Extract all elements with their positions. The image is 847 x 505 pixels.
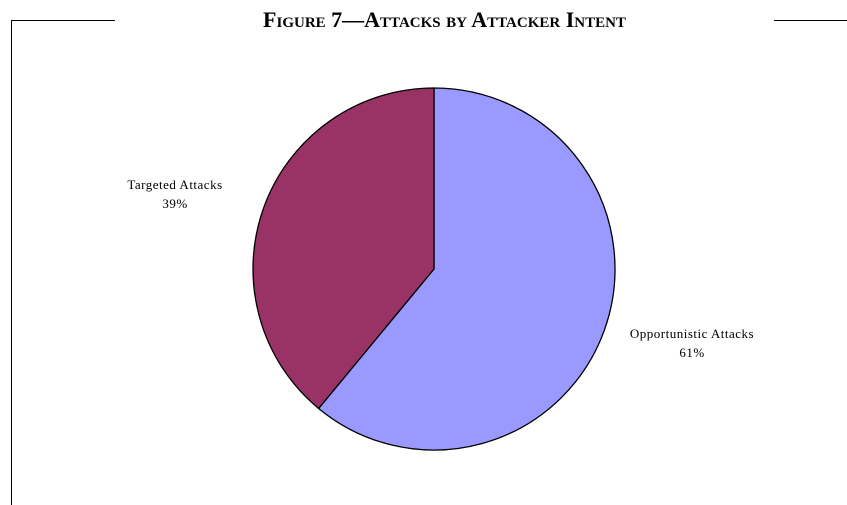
slice-percent-label: 39% bbox=[162, 196, 187, 211]
frame-line-left bbox=[11, 20, 12, 505]
pie-slice-opportunistic-attacks bbox=[317, 87, 616, 451]
slice-label: Targeted Attacks bbox=[127, 177, 222, 192]
chart-title: Figure 7—Attacks by Attacker Intent bbox=[263, 7, 626, 32]
frame-line-top-left bbox=[11, 20, 115, 21]
pie-slice-targeted-attacks bbox=[252, 87, 435, 410]
slice-label: Opportunistic Attacks bbox=[630, 326, 754, 341]
slice-percent-label: 61% bbox=[679, 345, 704, 360]
frame-line-top-right bbox=[774, 20, 847, 21]
